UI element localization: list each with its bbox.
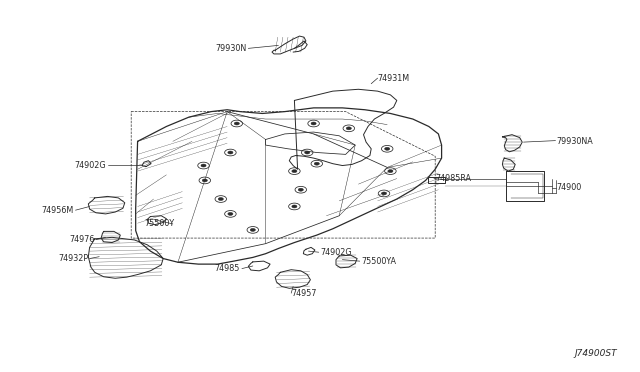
Text: J74900ST: J74900ST: [575, 349, 618, 358]
Circle shape: [202, 179, 207, 182]
Circle shape: [228, 212, 233, 215]
Circle shape: [292, 205, 297, 208]
Circle shape: [311, 122, 316, 125]
Text: 74956M: 74956M: [42, 206, 74, 215]
Text: 74976: 74976: [69, 235, 95, 244]
Circle shape: [250, 228, 255, 231]
Text: 74900: 74900: [557, 183, 582, 192]
Circle shape: [292, 170, 297, 173]
Circle shape: [346, 127, 351, 130]
Circle shape: [388, 170, 393, 173]
Text: 75500Y: 75500Y: [144, 219, 174, 228]
Text: 74932P: 74932P: [58, 254, 88, 263]
Text: 74957: 74957: [291, 289, 317, 298]
Text: 79930N: 79930N: [215, 44, 246, 53]
Text: 74985RA: 74985RA: [435, 174, 471, 183]
Text: 75500YA: 75500YA: [362, 257, 397, 266]
Text: 74931M: 74931M: [378, 74, 410, 83]
Text: 74902G: 74902G: [320, 248, 351, 257]
Circle shape: [234, 122, 239, 125]
Text: 79930NA: 79930NA: [557, 137, 593, 146]
Circle shape: [385, 147, 390, 150]
Circle shape: [298, 188, 303, 191]
Circle shape: [305, 151, 310, 154]
Text: 74985: 74985: [214, 264, 240, 273]
Circle shape: [201, 164, 206, 167]
Circle shape: [228, 151, 233, 154]
Text: 74902G: 74902G: [74, 161, 106, 170]
Circle shape: [314, 162, 319, 165]
Bar: [428, 177, 445, 183]
Circle shape: [218, 198, 223, 201]
Circle shape: [381, 192, 387, 195]
